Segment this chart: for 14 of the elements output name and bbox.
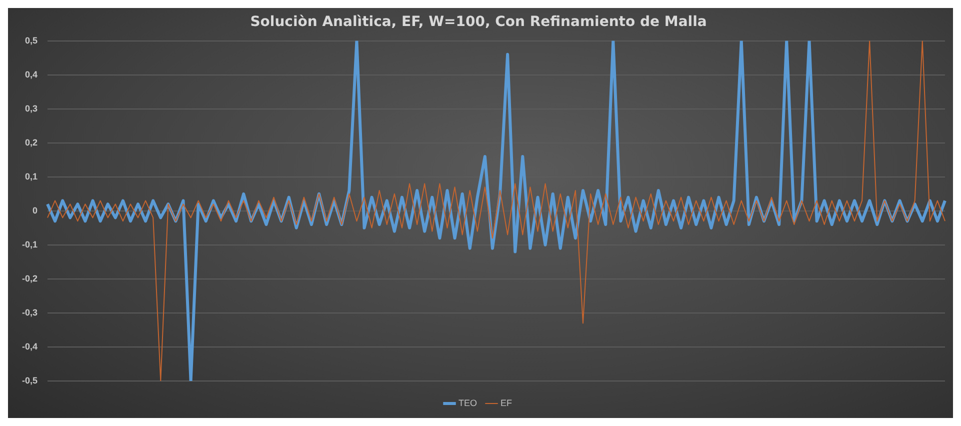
y-tick-label: -0,3 <box>22 307 38 318</box>
y-tick-label: 0,4 <box>24 69 38 80</box>
y-tick-label: -0,1 <box>22 239 38 250</box>
chart-title: Soluciòn Analìtica, EF, W=100, Con Refinamiento de Malla <box>250 14 707 30</box>
y-tick-label: -0,4 <box>22 341 38 352</box>
legend-label: EF <box>500 398 513 408</box>
legend-label: TEO <box>458 398 478 408</box>
y-tick-label: -0,2 <box>22 273 38 284</box>
y-tick-label: 0,3 <box>24 103 38 114</box>
y-tick-label: 0,5 <box>24 35 38 46</box>
y-tick-label: 0 <box>32 205 38 216</box>
y-tick-label: -0,5 <box>22 375 38 386</box>
y-tick-label: 0,1 <box>24 171 38 182</box>
y-tick-label: 0,2 <box>24 137 38 148</box>
